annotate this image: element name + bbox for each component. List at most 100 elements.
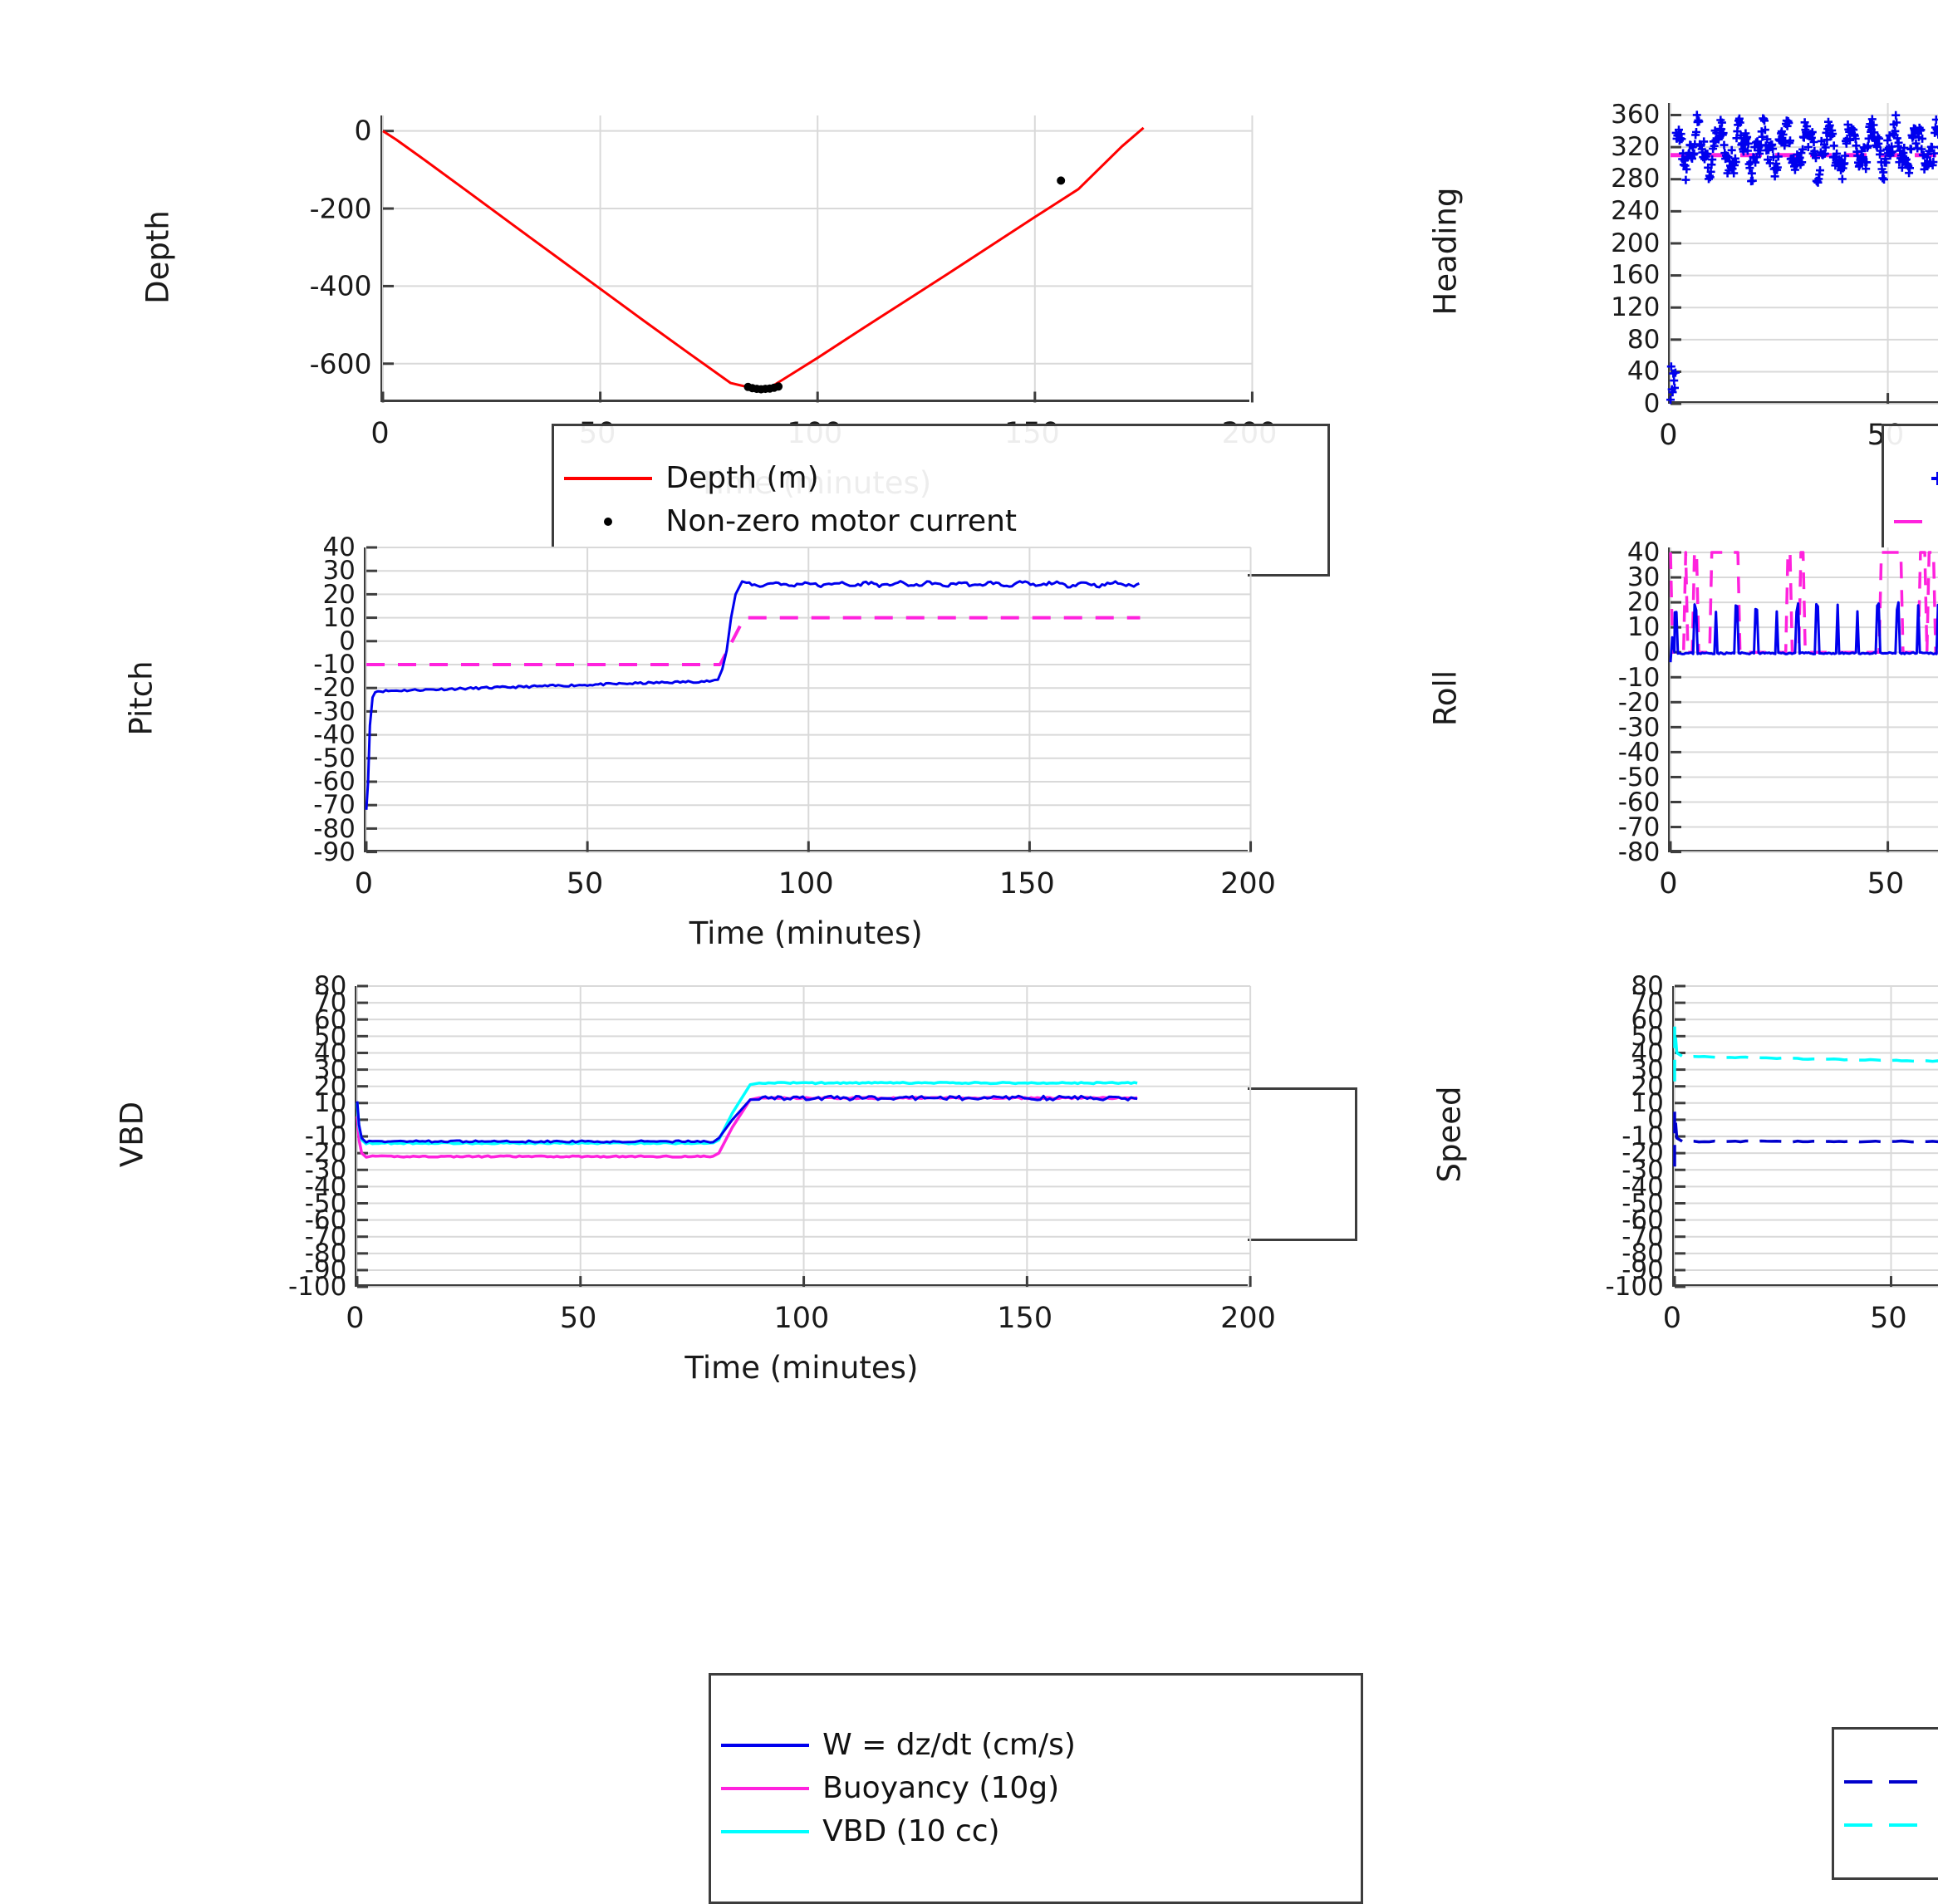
ytick-label-speed-18: -100 <box>1605 1272 1664 1303</box>
yaxis-label-heading: Heading <box>1427 187 1464 316</box>
legend-key-dashed-icon <box>653 1173 744 1198</box>
ytick-label-depth-1: -200 <box>309 192 372 225</box>
ytick-label-vbd-9: -10 <box>304 1121 347 1152</box>
ytick-label-vbd-10: -20 <box>304 1138 347 1169</box>
legend-entry-vbd-2: VBD (10 cc) <box>719 1810 1347 1853</box>
ytick-label-heading-1: 40 <box>1626 356 1661 387</box>
xtick-label-vbd-0: 0 <box>346 1302 365 1336</box>
ytick-label-speed-0: 80 <box>1631 971 1664 1002</box>
xtick-label-speed-0: 0 <box>1662 1302 1681 1336</box>
ytick-label-speed-3: 50 <box>1631 1021 1664 1052</box>
xaxis-label-speed: Time (minutes) <box>1922 1350 1938 1386</box>
legend-label-vbd-0: W = dz/dt (cm/s) <box>822 1727 1076 1762</box>
ytick-label-pitch-9: -50 <box>313 743 356 774</box>
ytick-label-roll-10: -60 <box>1617 787 1661 817</box>
legend-key-dashed-icon <box>1842 1769 1934 1794</box>
legend-heading: Heading (° M)Desired Heading (° M) <box>1882 423 1938 577</box>
legend-entry-speed-0: Vert Speed(buoy,pitch) <box>1842 1760 1938 1803</box>
legend-key-solid-icon <box>562 466 654 491</box>
ytick-label-speed-13: -50 <box>1622 1188 1664 1219</box>
ytick-label-speed-6: 20 <box>1631 1071 1664 1102</box>
ytick-label-roll-9: -50 <box>1617 762 1661 793</box>
ytick-label-vbd-17: -90 <box>304 1255 347 1286</box>
ytick-label-pitch-3: 10 <box>322 602 356 633</box>
ytick-label-vbd-1: 70 <box>313 988 347 1018</box>
legend-label-pitch-1: Pitch Control (mm) <box>756 1168 1038 1203</box>
ytick-label-vbd-13: -50 <box>304 1188 347 1219</box>
ytick-label-speed-16: -80 <box>1622 1239 1664 1269</box>
ytick-label-heading-3: 120 <box>1611 292 1661 322</box>
axes-heading <box>1666 102 1938 405</box>
legend-depth: Depth (m) Non-zero motor current <box>552 423 1330 577</box>
ticks-depth <box>381 129 1254 403</box>
ytick-label-speed-10: -20 <box>1622 1138 1664 1169</box>
ytick-label-vbd-5: 30 <box>313 1054 347 1085</box>
plot-area-roll <box>1669 547 1938 854</box>
ytick-label-pitch-10: -60 <box>313 767 356 797</box>
legend-entry-heading-1: Desired Heading (° M) <box>1892 500 1938 543</box>
ytick-label-depth-0: 0 <box>354 114 372 147</box>
yaxis-label-pitch: Pitch <box>123 660 159 736</box>
ytick-label-heading-8: 320 <box>1611 131 1661 162</box>
ytick-label-vbd-0: 80 <box>313 971 347 1002</box>
xtick-label-speed-1: 50 <box>1870 1302 1907 1336</box>
ytick-label-vbd-18: -100 <box>287 1272 347 1303</box>
ytick-label-pitch-0: 40 <box>322 532 356 563</box>
ytick-label-roll-8: -40 <box>1617 737 1661 768</box>
plot-area-depth <box>381 115 1254 403</box>
ytick-label-speed-9: -10 <box>1622 1121 1664 1152</box>
ytick-label-speed-1: 70 <box>1631 988 1664 1018</box>
legend-entry-speed-1: Horiz Speed(buoy,pitch) <box>1842 1803 1938 1847</box>
yaxis-label-speed: Speed <box>1431 1086 1468 1183</box>
gridlines-heading <box>1670 102 1938 405</box>
legend-roll: Roll (degrees)Roll Control (degrees) <box>1879 1071 1938 1224</box>
ytick-label-heading-9: 360 <box>1611 100 1661 130</box>
legend-label-depth-0: Depth (m) <box>665 460 819 495</box>
panel-pitch: 40 30 20 10 0 -10 -20 -30 -40 -50 -60 -70 -80 -90 0 50 1… <box>123 532 1357 1241</box>
ytick-label-vbd-12: -40 <box>304 1171 347 1202</box>
ytick-label-roll-1: 30 <box>1626 562 1661 593</box>
xtick-label-pitch-3: 150 <box>998 866 1055 900</box>
ytick-label-speed-15: -70 <box>1622 1222 1664 1252</box>
ytick-label-speed-4: 40 <box>1631 1038 1664 1068</box>
legend-key-dot-icon <box>562 509 654 534</box>
legend-key-solid-icon <box>653 1130 744 1155</box>
gridlines-pitch <box>365 547 1252 853</box>
ytick-label-roll-0: 40 <box>1626 537 1661 568</box>
data-series-depth <box>381 126 1145 394</box>
ytick-label-roll-2: 20 <box>1626 587 1661 618</box>
ytick-label-vbd-16: -80 <box>304 1239 347 1269</box>
ytick-label-pitch-11: -70 <box>313 790 356 821</box>
xaxis-label-roll: Time (minutes) <box>1921 915 1938 951</box>
ytick-label-heading-6: 240 <box>1611 196 1661 227</box>
ytick-label-roll-4: 0 <box>1643 637 1661 668</box>
plot-area-pitch <box>365 546 1252 854</box>
ytick-label-pitch-7: -30 <box>313 696 356 727</box>
legend-label-vbd-1: Buoyancy (10g) <box>822 1770 1060 1805</box>
ticks-pitch <box>365 546 1252 854</box>
plot-area-heading <box>1666 102 1938 405</box>
ytick-label-heading-5: 200 <box>1611 228 1661 258</box>
legend-entry-heading-0: Heading (° M) <box>1892 457 1938 500</box>
xtick-label-pitch-2: 100 <box>778 866 834 900</box>
ytick-label-heading-4: 160 <box>1611 260 1661 291</box>
ytick-label-heading-7: 280 <box>1611 164 1661 194</box>
ytick-label-speed-5: 30 <box>1631 1054 1664 1085</box>
ytick-label-roll-7: -30 <box>1617 712 1661 743</box>
ytick-label-pitch-2: 20 <box>322 579 356 610</box>
ytick-label-vbd-15: -70 <box>304 1222 347 1252</box>
ytick-label-vbd-3: 50 <box>313 1021 347 1052</box>
ticks-heading <box>1669 113 1890 405</box>
ytick-label-roll-11: -70 <box>1617 812 1661 842</box>
ytick-label-vbd-8: 0 <box>330 1105 347 1136</box>
xaxis-label-pitch: Time (minutes) <box>689 915 923 951</box>
legend-key-dashed-icon <box>1890 1157 1938 1182</box>
xtick-label-depth-0: 0 <box>370 417 390 451</box>
xaxis-label-vbd: Time (minutes) <box>684 1350 919 1386</box>
legend-key-solid-icon <box>1890 1114 1938 1139</box>
legend-label-vbd-2: VBD (10 cc) <box>822 1813 1000 1848</box>
ytick-label-roll-12: -80 <box>1617 837 1661 867</box>
ytick-label-roll-5: -10 <box>1617 662 1661 693</box>
ytick-label-pitch-8: -40 <box>313 719 356 750</box>
legend-key-plus-icon <box>1892 466 1938 491</box>
